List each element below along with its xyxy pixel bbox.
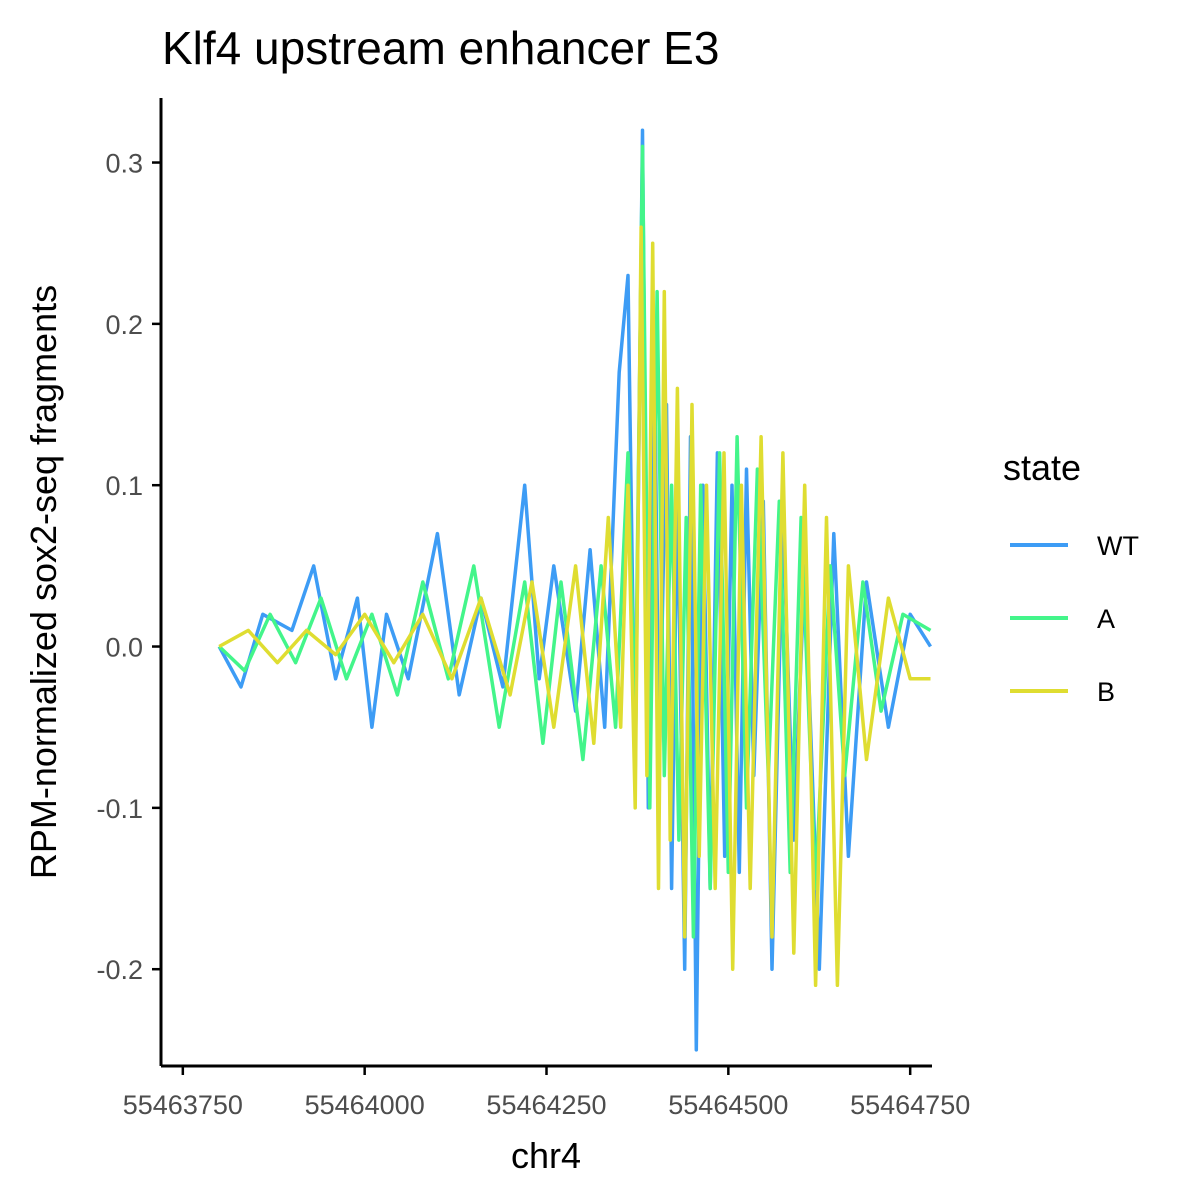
y-tick-label: -0.2 bbox=[96, 955, 143, 985]
legend-label-a: A bbox=[1097, 604, 1115, 634]
y-tick-label: 0.1 bbox=[105, 471, 143, 501]
legend: state WT A B bbox=[1003, 447, 1139, 707]
x-tick-label: 55464000 bbox=[305, 1090, 425, 1120]
legend-title: state bbox=[1003, 447, 1081, 488]
y-tick-label: 0.2 bbox=[105, 310, 143, 340]
x-tick-label: 55464250 bbox=[486, 1090, 606, 1120]
y-tick-label: -0.1 bbox=[96, 794, 143, 824]
x-axis-title: chr4 bbox=[511, 1135, 581, 1176]
chart-title: Klf4 upstream enhancer E3 bbox=[162, 22, 719, 74]
y-axis-ticks: -0.2 -0.1 0.0 0.1 0.2 0.3 bbox=[96, 149, 161, 985]
y-axis-title: RPM-normalized sox2-seq fragments bbox=[23, 285, 64, 879]
x-axis-ticks: 55463750 55464000 55464250 55464500 55464750 bbox=[123, 1066, 970, 1120]
y-tick-label: 0.0 bbox=[105, 633, 143, 663]
x-tick-label: 55464500 bbox=[668, 1090, 788, 1120]
y-tick-label: 0.3 bbox=[105, 149, 143, 179]
series-line-b bbox=[218, 225, 931, 988]
x-tick-label: 55464750 bbox=[850, 1090, 970, 1120]
legend-label-wt: WT bbox=[1097, 531, 1139, 561]
legend-label-b: B bbox=[1097, 677, 1115, 707]
x-tick-label: 55463750 bbox=[123, 1090, 243, 1120]
plot-area bbox=[217, 128, 932, 1052]
